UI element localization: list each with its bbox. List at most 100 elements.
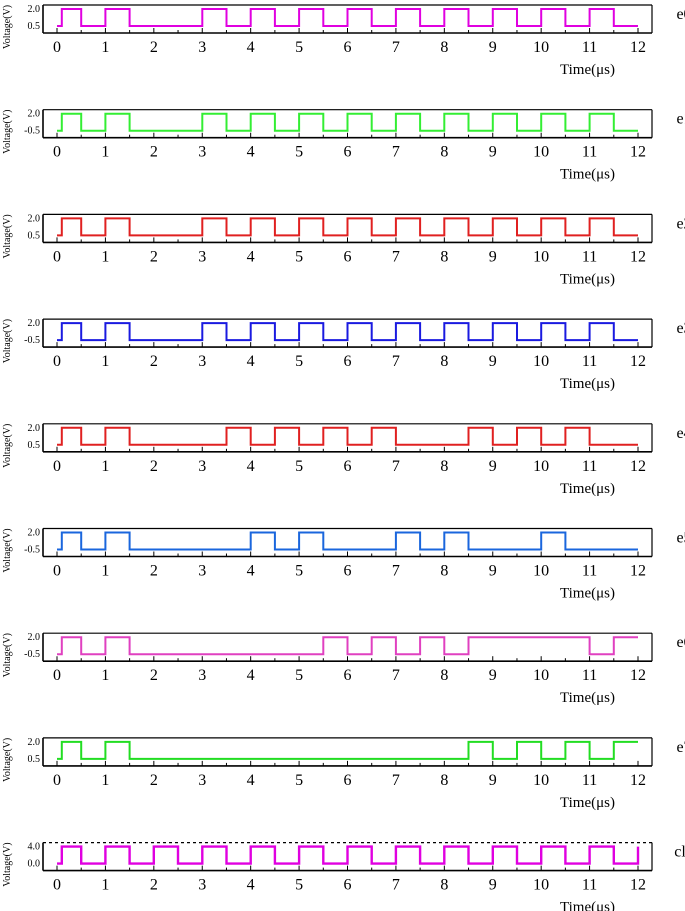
x-tick-label: 9 [489, 39, 497, 56]
x-tick-label: 11 [582, 877, 597, 894]
y-tick-label-high: 2.0 [28, 4, 41, 15]
x-tick-label: 12 [630, 877, 646, 894]
x-tick-label: 8 [440, 39, 448, 56]
y-tick-label-low: 0.5 [28, 230, 41, 241]
x-tick-label: 3 [198, 458, 206, 475]
x-tick-label: 1 [101, 458, 109, 475]
x-tick-label: 4 [247, 144, 255, 161]
series-label: e1 [676, 111, 685, 128]
waveform-e1 [57, 112, 638, 132]
x-tick-label: 9 [489, 563, 497, 580]
x-tick-label: 11 [582, 353, 597, 370]
y-tick-label-high: 2.0 [28, 423, 41, 434]
x-tick-label: 8 [440, 458, 448, 475]
y-tick-label-low: -0.5 [24, 126, 40, 137]
x-axis-label: Time(μs) [560, 271, 615, 287]
y-axis-label: Voltage(V) [2, 633, 13, 677]
y-tick-label-high: 2.0 [28, 318, 41, 329]
x-axis-label: Time(μs) [560, 795, 615, 811]
x-tick-label: 8 [440, 667, 448, 684]
x-tick-label: 5 [295, 39, 303, 56]
x-axis-label: Time(μs) [560, 167, 615, 183]
x-tick-label: 5 [295, 144, 303, 161]
x-tick-label: 8 [440, 144, 448, 161]
y-axis-label: Voltage(V) [2, 5, 13, 49]
y-axis-label: Voltage(V) [2, 214, 13, 258]
x-tick-label: 4 [247, 667, 255, 684]
y-tick-label-high: 2.0 [28, 632, 41, 643]
x-tick-label: 6 [344, 667, 352, 684]
x-tick-label: 7 [392, 353, 400, 370]
x-tick-label: 1 [101, 248, 109, 265]
y-axis-label: Voltage(V) [2, 424, 13, 468]
y-axis-label: Voltage(V) [2, 110, 13, 154]
x-tick-label: 10 [533, 563, 549, 580]
x-tick-label: 9 [489, 667, 497, 684]
x-tick-label: 10 [533, 144, 549, 161]
x-tick-label: 1 [101, 563, 109, 580]
panel-e0: 0 1 2 3 4 5 6 7 8 9 10 11 122.00.5Voltage(V)Time(μs)… [2, 4, 685, 78]
x-tick-label: 2 [150, 563, 158, 580]
x-tick-label: 9 [489, 458, 497, 475]
x-tick-label: 8 [440, 248, 448, 265]
y-tick-label-high: 2.0 [28, 528, 41, 539]
x-tick-label: 4 [247, 772, 255, 789]
series-label: e3 [676, 320, 685, 337]
x-axis-label: Time(μs) [560, 690, 615, 706]
x-tick-label: 1 [101, 772, 109, 789]
x-tick-label: 12 [630, 39, 646, 56]
series-label: e2 [676, 215, 685, 232]
x-tick-label: 11 [582, 248, 597, 265]
waveform-clk [57, 845, 640, 865]
x-tick-label: 3 [198, 353, 206, 370]
x-tick-label: 1 [101, 667, 109, 684]
x-tick-label: 8 [440, 877, 448, 894]
x-tick-label: 6 [344, 353, 352, 370]
x-tick-label: 3 [198, 248, 206, 265]
x-tick-label: 5 [295, 772, 303, 789]
y-tick-label-low: -0.5 [24, 545, 40, 556]
x-tick-label: 3 [198, 772, 206, 789]
x-tick-label: 0 [53, 667, 61, 684]
x-tick-label: 7 [392, 458, 400, 475]
x-tick-label: 5 [295, 563, 303, 580]
x-tick-label: 0 [53, 563, 61, 580]
series-label: e6 [676, 634, 685, 651]
panel-e1: 0 1 2 3 4 5 6 7 8 9 10 11 122.0-0.5Voltage(V)Time(μs… [2, 109, 685, 183]
x-tick-label: 4 [247, 563, 255, 580]
x-tick-label: 7 [392, 563, 400, 580]
y-tick-label-high: 2.0 [28, 109, 41, 120]
x-tick-label: 6 [344, 563, 352, 580]
x-tick-label: 10 [533, 248, 549, 265]
x-tick-label: 4 [247, 248, 255, 265]
panel-e2: 0 1 2 3 4 5 6 7 8 9 10 11 122.00.5Voltage(V)Time(μs)… [2, 213, 685, 287]
x-tick-label: 12 [630, 563, 646, 580]
y-axis-label: Voltage(V) [2, 528, 13, 572]
waveform-e4 [57, 426, 638, 446]
x-tick-label: 6 [344, 772, 352, 789]
x-tick-label: 5 [295, 248, 303, 265]
panel-e6: 0 1 2 3 4 5 6 7 8 9 10 11 122.0-0.5Voltage(V)Time(μs… [2, 632, 685, 706]
x-tick-label: 4 [247, 458, 255, 475]
x-tick-label: 1 [101, 877, 109, 894]
y-axis-label: Voltage(V) [2, 738, 13, 782]
panel-e4: 0 1 2 3 4 5 6 7 8 9 10 11 122.00.5Voltage(V)Time(μs)… [2, 423, 685, 497]
x-tick-label: 9 [489, 144, 497, 161]
waveform-e3 [57, 322, 638, 342]
x-tick-label: 3 [198, 39, 206, 56]
y-axis-label: Voltage(V) [2, 842, 13, 886]
x-tick-label: 3 [198, 877, 206, 894]
waveform-e5 [57, 531, 638, 551]
x-tick-label: 10 [533, 39, 549, 56]
x-axis-label: Time(μs) [560, 481, 615, 497]
x-tick-label: 4 [247, 39, 255, 56]
x-tick-label: 4 [247, 877, 255, 894]
x-tick-label: 10 [533, 353, 549, 370]
x-tick-label: 0 [53, 248, 61, 265]
waveform-e6 [57, 636, 638, 656]
panel-e3: 0 1 2 3 4 5 6 7 8 9 10 11 122.0-0.5Voltage(V)Time(μs… [2, 318, 685, 392]
x-tick-label: 12 [630, 667, 646, 684]
x-axis-label: Time(μs) [560, 376, 615, 392]
x-tick-label: 6 [344, 144, 352, 161]
